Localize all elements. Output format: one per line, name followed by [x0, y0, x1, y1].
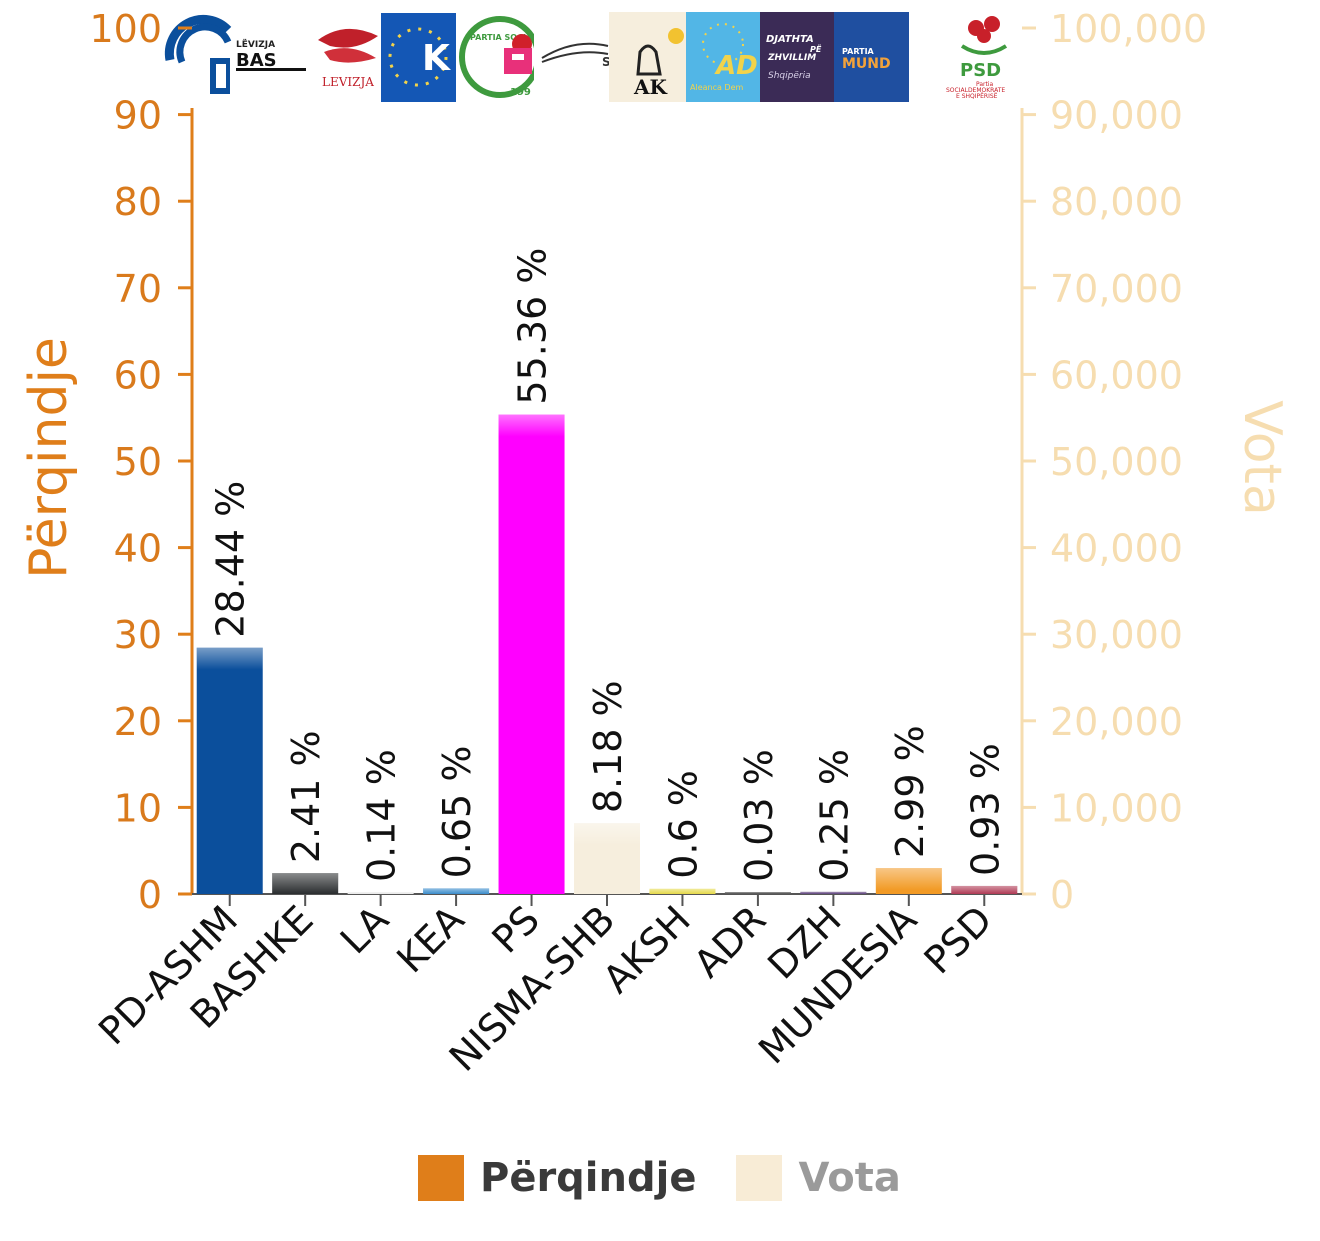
dzh-logo-line1: DJATHTA — [766, 34, 814, 45]
psd-logo: PSD Partia SOCIALDEMOKRATE E SHQIPËRISË — [940, 14, 1026, 100]
legend-swatch-percentage — [418, 1155, 464, 1201]
ps-logo-ring-text: PARTIA SOCIALISTE — [470, 33, 557, 42]
right-tick-label: 10,000 — [1050, 786, 1183, 830]
adr-logo-text: AD — [714, 51, 758, 81]
bar-highlight — [649, 888, 716, 894]
left-tick-label: 90 — [114, 94, 162, 138]
bars — [196, 414, 1018, 906]
bar-highlight — [800, 891, 867, 894]
data-label: 8.18 % — [586, 680, 630, 813]
bashke-logo: LËVIZJA BAS — [232, 30, 308, 74]
mundesia-logo-text: MUND — [842, 56, 891, 72]
la-logo: LEVIZJA — [308, 22, 382, 98]
party-logos: LËVIZJA BAS LEVIZJA K PARTIA SOCIALISTE … — [160, 12, 1026, 102]
data-label: 0.25 % — [812, 749, 856, 882]
dzh-logo-line4: Shqipëria — [768, 71, 811, 81]
left-tick-label: 50 — [114, 440, 162, 484]
bar-highlight — [347, 892, 414, 894]
category-label: ADR — [685, 897, 774, 986]
category-label: LA — [332, 897, 397, 962]
bar-highlight — [574, 823, 640, 846]
ps-logo-year: 199 — [510, 87, 531, 98]
bar-highlight — [951, 885, 1018, 894]
legend-item-votes[interactable]: Vota — [736, 1155, 901, 1201]
left-tick-label: 100 — [89, 7, 162, 51]
ps-logo: PARTIA SOCIALISTE 199 — [456, 14, 557, 100]
legend: Përqindje Vota — [418, 1155, 901, 1201]
dzh-logo-line3: ZHVILLIM — [767, 53, 816, 63]
left-tick-label: 10 — [114, 786, 162, 830]
right-tick-label: 60,000 — [1050, 353, 1183, 397]
dzh-logo-line2: PË — [810, 44, 822, 54]
psd-logo-sub3: E SHQIPËRISË — [956, 93, 998, 100]
bar — [498, 414, 565, 894]
bar-highlight — [724, 892, 791, 894]
aksh-logo-text: AK — [633, 75, 668, 99]
nisma-logo: S — [534, 22, 611, 92]
bar — [196, 647, 263, 894]
bashke-logo-small-text: LËVIZJA — [236, 39, 275, 50]
data-label: 0.14 % — [360, 749, 404, 882]
right-axis-title: Vota — [1232, 400, 1292, 516]
left-axis-ticks: 0 10 20 30 40 50 60 70 80 90 100 — [89, 7, 192, 917]
bar-highlight — [272, 873, 339, 894]
svg-text:S: S — [602, 55, 611, 69]
bar-highlight — [423, 888, 490, 894]
kea-logo-text: K — [422, 38, 451, 79]
psd-logo-sub2: SOCIALDEMOKRATE — [946, 87, 1005, 94]
left-tick-label: 30 — [114, 613, 162, 657]
bar-highlight — [196, 647, 263, 670]
aksh-logo: AK — [609, 12, 686, 102]
legend-item-percentage[interactable]: Përqindje — [418, 1155, 696, 1201]
data-label: 2.99 % — [888, 725, 932, 858]
legend-swatch-votes — [736, 1155, 783, 1201]
category-label: KEA — [388, 897, 472, 981]
left-tick-label: 40 — [114, 527, 162, 571]
left-tick-label: 60 — [114, 353, 162, 397]
pd-ashm-logo — [160, 14, 232, 96]
right-tick-label: 90,000 — [1050, 94, 1183, 138]
left-tick-label: 70 — [114, 267, 162, 311]
category-label: PSD — [916, 897, 1001, 982]
right-tick-label: 70,000 — [1050, 267, 1183, 311]
category-label: AKSH — [594, 897, 698, 1001]
right-tick-label: 80,000 — [1050, 180, 1183, 224]
data-label: 28.44 % — [209, 481, 253, 638]
kea-logo: K — [381, 13, 456, 102]
legend-label-votes: Vota — [798, 1155, 901, 1201]
data-label: 0.03 % — [737, 749, 781, 882]
left-tick-label: 0 — [138, 873, 162, 917]
data-labels: 28.44 % 2.41 % 0.14 % 0.65 % 55.36 % 8.18 % 0.… — [209, 248, 1008, 882]
data-label: 0.93 % — [963, 743, 1007, 876]
right-axis-ticks: 0 10,000 20,000 30,000 40,000 50,000 60,000 70,… — [1022, 7, 1207, 917]
right-tick-label: 0 — [1050, 873, 1074, 917]
right-tick-label: 40,000 — [1050, 527, 1183, 571]
dzh-logo: DJATHTA PË ZHVILLIM Shqipëria — [760, 12, 834, 102]
mundesia-logo: PARTIA MUND — [834, 12, 909, 102]
mundesia-logo-small: PARTIA — [842, 47, 875, 56]
legend-label-percentage: Përqindje — [480, 1155, 697, 1201]
data-label: 0.65 % — [435, 746, 479, 879]
left-axis-title: Përqindje — [19, 337, 79, 579]
adr-logo-sub: Aleanca Dem — [690, 83, 744, 92]
data-label: 2.41 % — [284, 730, 328, 863]
right-tick-label: 100,000 — [1050, 7, 1207, 51]
bar-highlight — [498, 414, 565, 437]
bar-highlight — [875, 868, 942, 891]
bashke-logo-text: BAS — [236, 50, 277, 71]
la-logo-text: LEVIZJA — [322, 75, 374, 89]
data-label: 55.36 % — [511, 248, 555, 405]
right-tick-label: 50,000 — [1050, 440, 1183, 484]
psd-logo-text: PSD — [960, 60, 1001, 81]
data-label: 0.6 % — [661, 770, 705, 879]
right-tick-label: 30,000 — [1050, 613, 1183, 657]
left-tick-label: 80 — [114, 180, 162, 224]
left-tick-label: 20 — [114, 700, 162, 744]
right-tick-label: 20,000 — [1050, 700, 1183, 744]
adr-logo: AD Aleanca Dem — [686, 12, 760, 102]
psd-logo-sub1: Partia — [976, 81, 994, 88]
